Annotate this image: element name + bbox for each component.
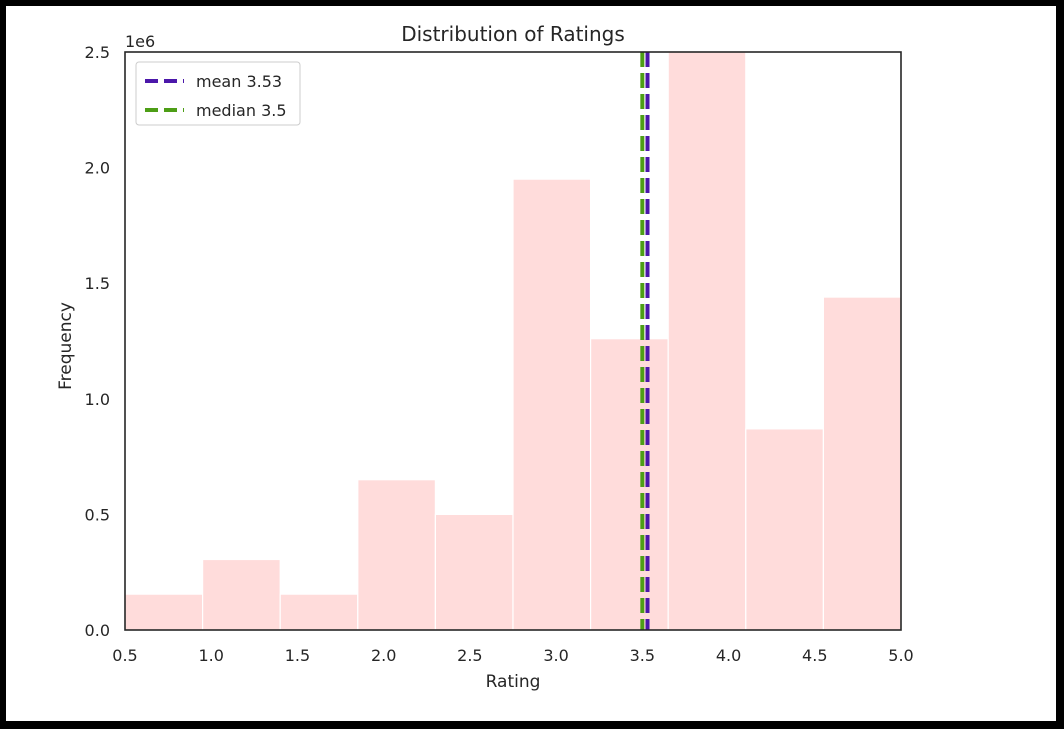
rating-histogram: Distribution of Ratings 1e6 Rating Frequ… <box>56 22 914 692</box>
x-tick-labels: 0.5 1.0 1.5 2.0 2.5 3.0 3.5 4.0 4.5 5.0 <box>112 646 913 665</box>
histogram-bar-6 <box>512 178 592 631</box>
chart-frame: Distribution of Ratings 1e6 Rating Frequ… <box>6 6 1056 721</box>
x-tick-label: 3.0 <box>543 646 568 665</box>
x-tick-label: 0.5 <box>112 646 137 665</box>
x-tick-label: 2.0 <box>371 646 396 665</box>
histogram-bar-3 <box>279 593 359 631</box>
histogram-bar-8 <box>667 51 747 631</box>
y-axis-label: Frequency <box>56 302 76 390</box>
y-tick-label: 0.5 <box>85 505 110 524</box>
x-tick-label: 4.0 <box>716 646 741 665</box>
x-tick-label: 2.5 <box>457 646 482 665</box>
reference-lines <box>640 52 650 630</box>
y-tick-label: 1.0 <box>85 390 110 409</box>
y-tick-label: 1.5 <box>85 274 110 293</box>
x-tick-label: 4.5 <box>802 646 827 665</box>
histogram-bar-4 <box>357 479 436 631</box>
legend-mean-label: mean 3.53 <box>196 72 282 91</box>
y-tick-label: 0.0 <box>85 621 110 640</box>
legend-median-label: median 3.5 <box>196 101 287 120</box>
histogram-bar-9 <box>745 428 824 631</box>
x-tick-label: 3.5 <box>630 646 655 665</box>
x-axis-label: Rating <box>486 672 541 692</box>
histogram-bars <box>124 51 902 631</box>
x-tick-label: 1.5 <box>285 646 310 665</box>
legend: mean 3.53 median 3.5 <box>135 61 301 126</box>
chart-title: Distribution of Ratings <box>401 22 625 46</box>
histogram-bar-7 <box>589 338 669 631</box>
axes-frame <box>124 51 902 631</box>
histogram-bar-10 <box>822 296 902 631</box>
x-tick-label: 1.0 <box>198 646 223 665</box>
histogram-bar-1 <box>124 593 204 631</box>
y-tick-labels: 0.0 0.5 1.0 1.5 2.0 2.5 <box>85 43 110 640</box>
y-tick-label: 2.0 <box>85 159 110 178</box>
histogram-bar-5 <box>434 513 514 631</box>
x-tick-label: 5.0 <box>888 646 913 665</box>
histogram-bar-2 <box>202 558 281 631</box>
y-offset-label: 1e6 <box>125 32 155 51</box>
y-tick-label: 2.5 <box>85 43 110 62</box>
